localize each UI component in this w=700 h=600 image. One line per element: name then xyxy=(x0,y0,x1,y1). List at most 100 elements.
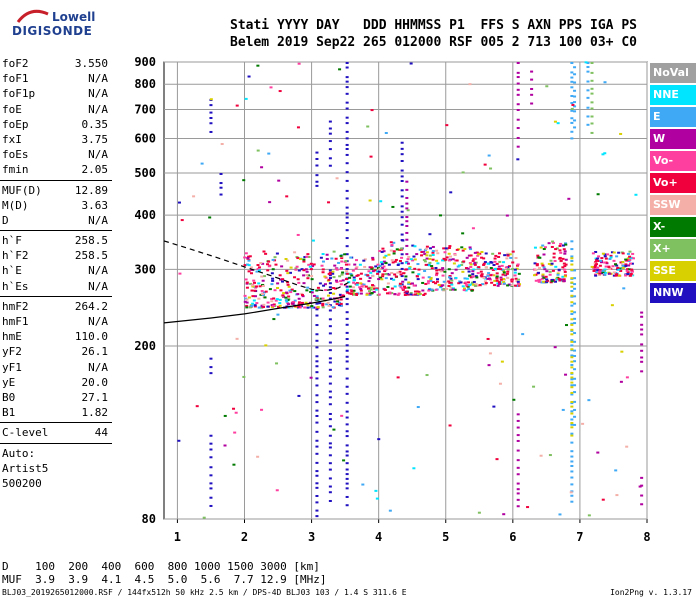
echo-point xyxy=(530,78,534,81)
echo-point xyxy=(516,118,520,121)
echo-point xyxy=(467,254,471,257)
y-tick-label: 80 xyxy=(142,512,156,526)
echo-point xyxy=(328,462,332,465)
echo-point xyxy=(328,341,332,344)
echo-point xyxy=(495,458,499,461)
echo-point xyxy=(489,266,493,269)
echo-point xyxy=(345,189,349,192)
echo-point xyxy=(271,279,275,282)
echo-point xyxy=(306,306,310,309)
echo-point xyxy=(363,265,367,268)
echo-point xyxy=(469,263,473,266)
echo-point xyxy=(285,300,289,303)
echo-point xyxy=(482,276,486,279)
echo-point xyxy=(570,366,574,369)
echo-point xyxy=(392,250,396,253)
echo-point xyxy=(590,87,594,90)
echo-point xyxy=(405,196,409,199)
echo-point xyxy=(417,290,421,293)
echo-point xyxy=(597,255,601,258)
echo-point xyxy=(315,184,319,187)
echo-point xyxy=(570,371,574,374)
echo-point xyxy=(516,459,520,462)
echo-point xyxy=(235,337,239,340)
echo-point xyxy=(540,262,544,265)
echo-point xyxy=(383,270,387,273)
echo-point xyxy=(590,62,594,64)
echo-point xyxy=(389,249,393,252)
echo-point xyxy=(570,289,574,292)
echo-point xyxy=(597,259,601,262)
echo-point xyxy=(325,253,329,256)
param-name: foF1 xyxy=(2,72,29,86)
echo-point xyxy=(328,120,332,123)
echo-point xyxy=(457,282,461,285)
echo-point xyxy=(306,253,310,256)
echo-point xyxy=(359,292,363,295)
echo-point xyxy=(365,292,369,295)
x-tick-label: 4 xyxy=(375,530,382,544)
echo-point xyxy=(516,482,520,485)
echo-point xyxy=(403,286,407,289)
echo-point xyxy=(629,257,633,260)
echo-point xyxy=(270,272,274,275)
echo-point xyxy=(483,163,487,166)
echo-point xyxy=(601,498,605,501)
echo-point xyxy=(368,290,372,293)
echo-point xyxy=(427,289,431,292)
echo-point xyxy=(328,273,332,276)
echo-point xyxy=(592,269,596,272)
echo-point xyxy=(573,349,577,352)
echo-point xyxy=(598,272,602,275)
echo-point xyxy=(570,313,574,316)
echo-point xyxy=(570,109,574,112)
echo-point xyxy=(541,273,545,276)
echo-point xyxy=(506,254,510,257)
echo-point xyxy=(247,270,251,273)
echo-point xyxy=(418,248,422,251)
echo-point xyxy=(626,268,630,271)
echo-point xyxy=(541,264,545,267)
echo-point xyxy=(558,513,562,516)
echo-point xyxy=(405,244,409,247)
echo-point xyxy=(243,300,247,303)
echo-point xyxy=(590,92,594,95)
echo-point xyxy=(564,242,568,245)
echo-point xyxy=(344,278,348,281)
echo-point xyxy=(634,193,638,196)
echo-point xyxy=(392,278,396,281)
echo-point xyxy=(435,259,439,262)
echo-point xyxy=(345,197,349,200)
echo-point xyxy=(253,305,257,308)
echo-point xyxy=(261,262,265,265)
echo-point xyxy=(612,271,616,274)
echo-point xyxy=(403,293,407,296)
echo-point xyxy=(328,382,332,385)
echo-point xyxy=(339,283,343,286)
echo-point xyxy=(245,281,249,284)
echo-point xyxy=(570,422,574,425)
echo-point xyxy=(347,292,351,295)
echo-point xyxy=(516,93,520,96)
echo-point xyxy=(488,277,492,280)
echo-point xyxy=(573,269,577,272)
echo-point xyxy=(546,279,550,282)
echo-point xyxy=(421,289,425,292)
echo-point xyxy=(405,188,409,191)
echo-point xyxy=(599,259,603,262)
echo-point xyxy=(393,285,397,288)
echo-point xyxy=(334,279,338,282)
echo-point xyxy=(427,264,431,267)
echo-point xyxy=(328,434,332,437)
echo-point xyxy=(436,252,440,255)
echo-point xyxy=(394,275,398,278)
echo-point xyxy=(341,271,345,274)
echo-point xyxy=(345,116,349,119)
echo-point xyxy=(570,101,574,104)
echo-point xyxy=(586,115,590,118)
param-name: MUF(D) xyxy=(2,183,42,197)
echo-point xyxy=(315,421,319,424)
echo-point xyxy=(640,349,644,352)
echo-point xyxy=(277,179,281,182)
echo-point xyxy=(345,122,349,125)
